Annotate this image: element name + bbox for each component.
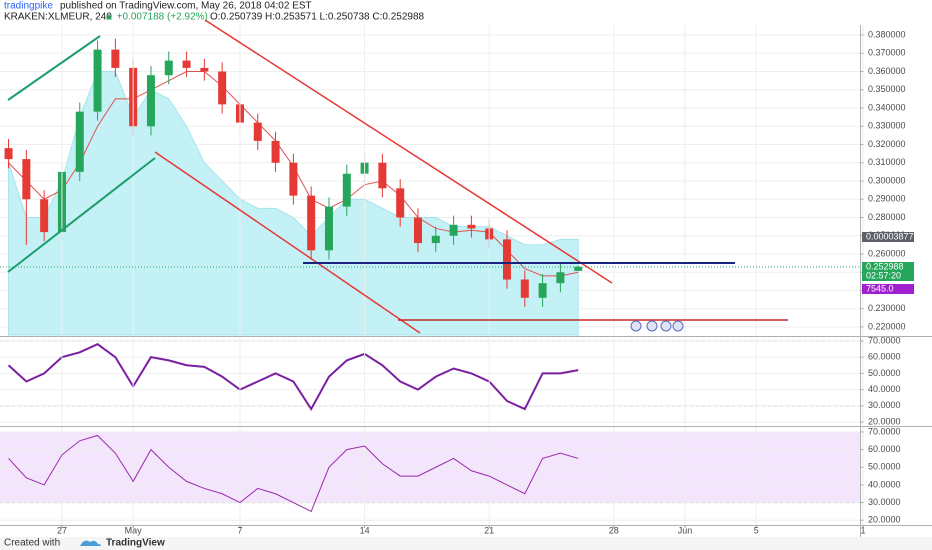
candle-body	[253, 122, 262, 141]
x-tick-label: 21	[484, 525, 494, 535]
indicator-line	[7, 343, 579, 412]
y-tick-label: 0.360000	[868, 66, 906, 76]
candle-body	[146, 75, 155, 127]
candle-body	[218, 71, 227, 105]
y-tick-label: 20.0000	[868, 515, 901, 525]
y-tick-label: 60.0000	[868, 352, 901, 362]
footer-text: Created with	[4, 538, 60, 549]
y-tick-label: 0.230000	[868, 303, 906, 313]
y-tick-label: 0.260000	[868, 248, 906, 258]
event-icon	[646, 320, 658, 332]
axis-badge-label: 0.00003877	[866, 231, 914, 241]
candle-body	[502, 239, 511, 280]
candle-body	[182, 60, 191, 68]
candle-body	[40, 199, 49, 233]
y-tick-label: 60.0000	[868, 444, 901, 454]
y-tick-label: 0.350000	[868, 84, 906, 94]
x-tick-label: 14	[360, 525, 370, 535]
x-tick-label: Jun	[678, 525, 693, 535]
author: tradingpike	[4, 1, 53, 12]
change: ▲ +0.007188 (+2.92%)	[104, 12, 208, 23]
axis-badge-label: 0.252988	[866, 261, 904, 271]
y-tick-label: 0.220000	[868, 321, 906, 331]
candle-body	[4, 148, 13, 160]
trend-line	[7, 157, 156, 273]
y-tick-label: 0.330000	[868, 121, 906, 131]
candle-body	[271, 140, 280, 163]
candle-body	[413, 217, 422, 244]
channel-line	[154, 151, 421, 334]
candle-body	[449, 224, 458, 236]
x-tick-label: May	[125, 525, 143, 535]
axis-badge-label: 7545.0	[866, 283, 894, 293]
candle-body	[556, 272, 565, 284]
axis-badge-label: 02:57:20	[866, 270, 901, 280]
event-icon	[672, 320, 684, 332]
y-tick-label: 0.340000	[868, 102, 906, 112]
x-tick-label: 5	[754, 525, 759, 535]
candle-body	[431, 235, 440, 244]
axis-badge	[862, 284, 914, 294]
candle-body	[378, 162, 387, 189]
channel-line	[204, 19, 613, 284]
x-tick-label: 1	[861, 525, 866, 535]
ohlc: O:0.250739 H:0.253571 L:0.250738 C:0.252…	[210, 12, 425, 23]
y-tick-label: 70.0000	[868, 426, 901, 436]
candle-body	[93, 49, 102, 112]
event-icon	[630, 320, 642, 332]
trend-line	[7, 35, 101, 101]
y-tick-label: 30.0000	[868, 497, 901, 507]
footer-bar	[0, 537, 932, 550]
drawings	[0, 19, 860, 334]
candle-body	[111, 49, 120, 68]
footer-brand: TradingView	[106, 538, 165, 549]
y-tick-label: 0.290000	[868, 194, 906, 204]
y-tick-label: 70.0000	[868, 335, 901, 345]
y-tick-label: 0.310000	[868, 157, 906, 167]
axis-badge	[862, 271, 914, 281]
y-tick-label: 40.0000	[868, 384, 901, 394]
candle-body	[574, 266, 583, 271]
event-icon	[660, 320, 672, 332]
y-tick-label: 0.380000	[868, 29, 906, 39]
candle-body	[164, 60, 173, 76]
y-tick-label: 40.0000	[868, 479, 901, 489]
area	[8, 71, 579, 336]
y-tick-label: 50.0000	[868, 368, 901, 378]
axis-badge	[862, 232, 914, 242]
y-tick-label: 0.320000	[868, 139, 906, 149]
y-tick-label: 0.300000	[868, 175, 906, 185]
candle-body	[200, 67, 209, 72]
symbol: KRAKEN:XLMEUR, 240	[4, 12, 112, 23]
published: published on TradingView.com, May 26, 20…	[60, 1, 312, 12]
candle-body	[342, 173, 351, 207]
candle-body	[75, 111, 84, 172]
y-tick-label: 50.0000	[868, 462, 901, 472]
logo	[80, 540, 101, 546]
y-tick-label: 30.0000	[868, 400, 901, 410]
candle-body	[396, 188, 405, 218]
x-tick-label: 28	[609, 525, 619, 535]
y-tick-label: 0.280000	[868, 212, 906, 222]
x-tick-label: 7	[237, 525, 242, 535]
axis-badge	[862, 262, 914, 272]
candle-body	[289, 162, 298, 196]
y-tick-label: 0.370000	[868, 48, 906, 58]
candle-body	[520, 279, 529, 298]
candle-body	[467, 224, 476, 229]
x-tick-label: 27	[57, 525, 67, 535]
candle-body	[538, 283, 547, 298]
candle-body	[307, 195, 316, 251]
candle-body	[324, 206, 333, 251]
y-tick-label: 20.0000	[868, 416, 901, 426]
indicator-line	[8, 434, 579, 513]
candle-body	[22, 159, 31, 200]
